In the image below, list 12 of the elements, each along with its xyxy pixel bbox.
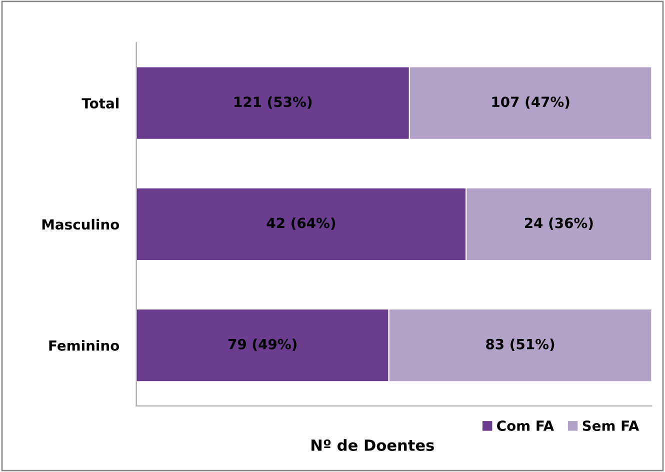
data-label: 24 (36%) [524,217,593,230]
data-label: 83 (51%) [486,338,554,352]
data-label: 107 (47%) [492,96,570,109]
legend-label: Sem FA [582,420,640,431]
legend-label: Com FA [497,420,554,431]
data-label: 42 (64%) [266,217,336,230]
y-tick-label: Feminino [49,340,120,351]
x-axis-title: Nº de Doentes [312,439,434,451]
data-label: 121 (53%) [234,96,312,109]
data-label: 79 (49%) [228,338,296,352]
y-tick-label: Total [82,98,118,109]
y-tick-label: Masculino [42,218,120,230]
